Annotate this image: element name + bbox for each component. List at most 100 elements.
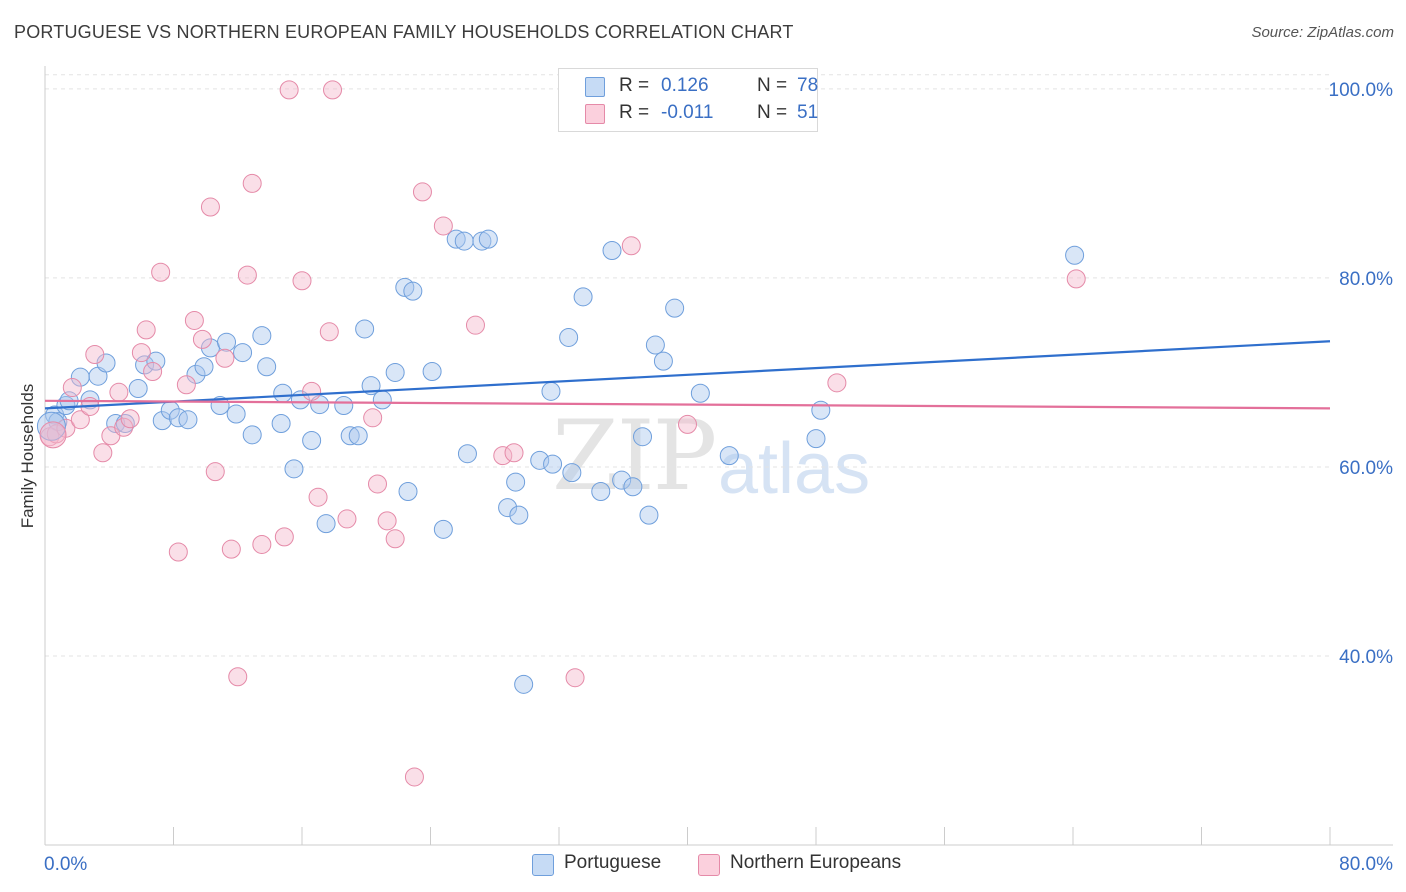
northern-europeans-point	[323, 80, 343, 100]
watermark-atlas: atlas	[718, 429, 871, 509]
bottom-northern-swatch	[698, 854, 720, 876]
portuguese-point	[334, 396, 354, 416]
correlation-legend: R = 0.126 N = 78 R = -0.011 N = 51	[558, 68, 818, 132]
portuguese-point	[403, 281, 423, 301]
y-tick-label: 80.0%	[1339, 269, 1393, 290]
northern-europeans-point	[131, 343, 151, 363]
portuguese-point	[422, 361, 442, 381]
northern-europeans-point	[136, 320, 156, 340]
portuguese-point	[316, 514, 336, 534]
portuguese-point	[1065, 245, 1085, 265]
portuguese-point	[186, 364, 206, 384]
portuguese-point	[454, 231, 474, 251]
portuguese-point	[811, 400, 831, 420]
northern-europeans-point	[274, 527, 294, 547]
portuguese-point	[645, 335, 665, 355]
northern-r-value: -0.011	[661, 102, 714, 123]
portuguese-point	[514, 674, 534, 694]
portuguese-point	[806, 429, 826, 449]
portuguese-point	[559, 327, 579, 347]
northern-europeans-point	[215, 348, 235, 368]
portuguese-point	[146, 351, 166, 371]
northern-europeans-point	[151, 262, 171, 282]
portuguese-r-value: 0.126	[661, 75, 709, 96]
northern-europeans-point	[120, 409, 140, 429]
y-tick-label: 60.0%	[1339, 458, 1393, 479]
northern-europeans-point	[70, 410, 90, 430]
portuguese-point	[639, 505, 659, 525]
portuguese-point	[242, 425, 262, 445]
northern-europeans-point	[1066, 269, 1086, 289]
northern-europeans-point	[184, 310, 204, 330]
chart-title: PORTUGUESE VS NORTHERN EUROPEAN FAMILY H…	[14, 22, 794, 42]
portuguese-point	[665, 298, 685, 318]
northern-europeans-point	[109, 382, 129, 402]
portuguese-point	[690, 383, 710, 403]
portuguese-point	[152, 411, 172, 431]
northern-europeans-point	[377, 511, 397, 531]
portuguese-point	[541, 381, 561, 401]
northern-europeans-point	[493, 446, 513, 466]
portuguese-point	[178, 410, 198, 430]
portuguese-point	[623, 477, 643, 497]
northern-r-label: R =	[619, 102, 650, 123]
portuguese-point	[226, 404, 246, 424]
portuguese-point	[573, 287, 593, 307]
northern-europeans-point	[319, 322, 339, 342]
portuguese-n-value: 78	[797, 75, 819, 96]
northern-europeans-point	[221, 539, 241, 559]
northern-n-value: 51	[797, 102, 819, 123]
northern-europeans-point	[621, 236, 641, 256]
portuguese-point	[506, 472, 526, 492]
northern-europeans-point	[565, 668, 585, 688]
portuguese-point	[194, 357, 214, 377]
northern-europeans-point	[465, 315, 485, 335]
portuguese-point	[348, 426, 368, 446]
northern-europeans-point	[176, 375, 196, 395]
portuguese-r-label: R =	[619, 75, 650, 96]
northern-europeans-point	[367, 474, 387, 494]
portuguese-point	[233, 343, 253, 363]
portuguese-point	[509, 505, 529, 525]
northern-europeans-point	[200, 197, 220, 217]
portuguese-point	[271, 413, 291, 433]
northern-europeans-point	[678, 414, 697, 434]
northern-europeans-point	[252, 534, 272, 554]
northern-europeans-point	[385, 529, 405, 549]
portuguese-point	[633, 427, 653, 447]
portuguese-point	[355, 319, 375, 339]
portuguese-point	[284, 459, 304, 479]
northern-europeans-point	[143, 361, 163, 381]
portuguese-point	[562, 463, 582, 483]
northern-europeans-point	[292, 271, 312, 291]
portuguese-point	[302, 430, 322, 450]
portuguese-point	[340, 426, 360, 446]
portuguese-point	[372, 390, 392, 410]
portuguese-point	[446, 229, 466, 249]
portuguese-point	[433, 519, 453, 539]
portuguese-point	[612, 470, 632, 490]
portuguese-point	[498, 498, 518, 518]
northern-europeans-point	[93, 443, 113, 463]
portuguese-point	[252, 326, 272, 346]
portuguese-point	[543, 454, 563, 474]
y-axis-label: Family Households	[18, 383, 37, 529]
northern-europeans-point	[363, 408, 383, 428]
portuguese-point	[135, 355, 155, 375]
portuguese-point	[385, 362, 405, 382]
northern-europeans-point	[39, 421, 67, 449]
northern-europeans-point	[337, 509, 357, 529]
portuguese-point	[80, 390, 100, 410]
portuguese-point	[602, 241, 622, 261]
portuguese-point	[457, 444, 477, 464]
portuguese-point	[217, 332, 237, 352]
northern-europeans-point	[827, 373, 847, 393]
northern-europeans-point	[504, 443, 524, 463]
portuguese-point	[273, 383, 293, 403]
northern-europeans-point	[404, 767, 424, 787]
northern-europeans-point	[279, 80, 299, 100]
northern-europeans-point	[228, 667, 248, 687]
source-label: Source: ZipAtlas.com	[1251, 24, 1394, 41]
portuguese-swatch	[585, 77, 605, 97]
